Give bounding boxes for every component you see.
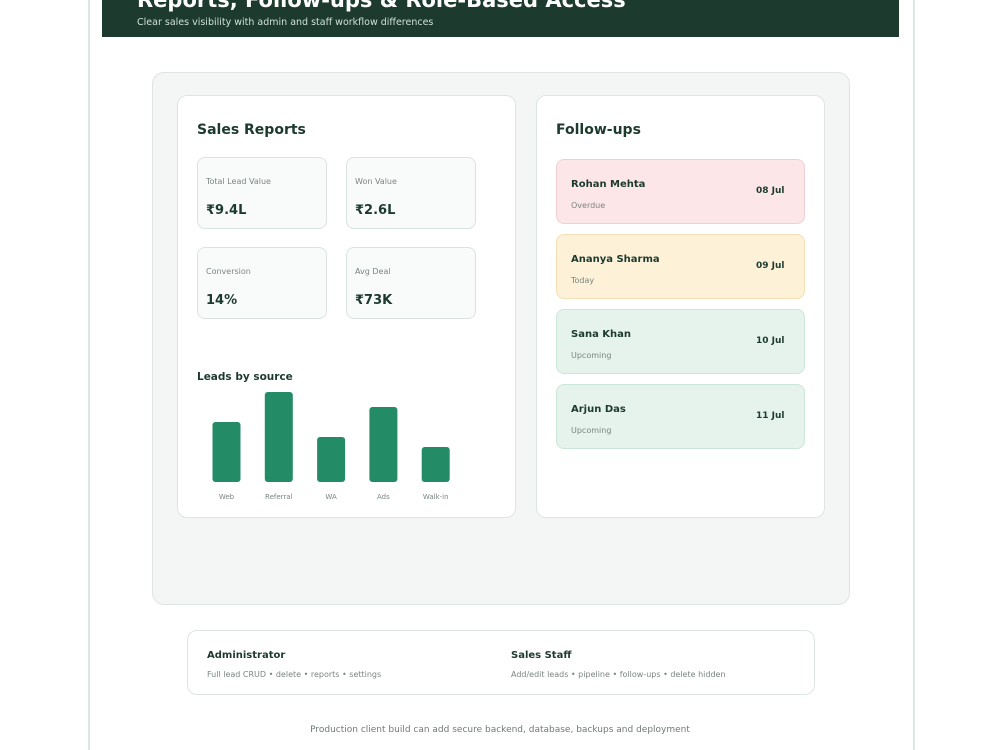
stat: Avg Deal ₹73K — [346, 247, 476, 319]
stat-value: ₹9.4L — [206, 203, 247, 218]
date: 11 Jul — [756, 411, 785, 421]
role-name: Administrator — [207, 650, 286, 661]
date: 09 Jul — [756, 261, 785, 271]
stat: Won Value ₹2.6L — [346, 157, 476, 229]
chart-title: Leads by source — [197, 371, 293, 383]
role-description: Full lead CRUD • delete • reports • sett… — [207, 670, 382, 679]
header: Reports, Follow-ups & Role-Based Access … — [102, 0, 899, 37]
stat-value: 14% — [206, 293, 238, 308]
bar — [421, 447, 450, 482]
bar — [212, 422, 241, 482]
bar-chart: Web Referral WA Ads Walk-in — [212, 392, 450, 501]
followup[interactable]: Sana Khan Upcoming 10 Jul — [556, 309, 805, 374]
followup[interactable]: Ananya Sharma Today 09 Jul — [556, 234, 805, 299]
role-name: Sales Staff — [511, 650, 572, 661]
date: 10 Jul — [756, 336, 785, 346]
stat-value: ₹2.6L — [355, 203, 396, 218]
followup[interactable]: Rohan Mehta Overdue 08 Jul — [556, 159, 805, 224]
x-tick-label: Referral — [265, 493, 293, 501]
stat-label: Total Lead Value — [206, 177, 271, 186]
name: Arjun Das — [571, 404, 626, 415]
name: Sana Khan — [571, 329, 632, 340]
header-subtitle: Clear sales visibility with admin and st… — [137, 17, 434, 28]
name: Rohan Mehta — [571, 179, 646, 190]
roles-card: Administrator Full lead CRUD • delete • … — [187, 630, 815, 695]
stat-label: Avg Deal — [355, 267, 391, 276]
status: Overdue — [571, 201, 606, 210]
date: 08 Jul — [756, 186, 785, 196]
stat: Total Lead Value ₹9.4L — [197, 157, 327, 229]
bar — [317, 437, 346, 482]
header-title: Reports, Follow-ups & Role-Based Access — [137, 0, 626, 12]
role-description: Add/edit leads • pipeline • follow-ups •… — [511, 670, 726, 679]
card-title: Follow-ups — [556, 122, 641, 138]
status: Today — [571, 276, 595, 285]
card-title: Sales Reports — [197, 122, 306, 138]
x-tick-label: Ads — [377, 493, 390, 501]
followup[interactable]: Arjun Das Upcoming 11 Jul — [556, 384, 805, 449]
x-tick-label: WA — [325, 493, 337, 501]
name: Ananya Sharma — [571, 254, 660, 265]
sales-card: Sales Reports Total Lead Value ₹9.4L Won … — [177, 95, 516, 518]
frame — [88, 0, 915, 750]
bar — [369, 407, 398, 482]
bar — [264, 392, 293, 482]
x-tick-label: Web — [219, 493, 235, 501]
x-tick-label: Walk-in — [423, 493, 449, 501]
footer: Production client build can add secure b… — [310, 725, 690, 735]
stat-value: ₹73K — [355, 293, 393, 308]
status: Upcoming — [571, 426, 612, 435]
stat-label: Won Value — [355, 177, 397, 186]
stat: Conversion 14% — [197, 247, 327, 319]
status: Upcoming — [571, 351, 612, 360]
stat-label: Conversion — [206, 267, 251, 276]
